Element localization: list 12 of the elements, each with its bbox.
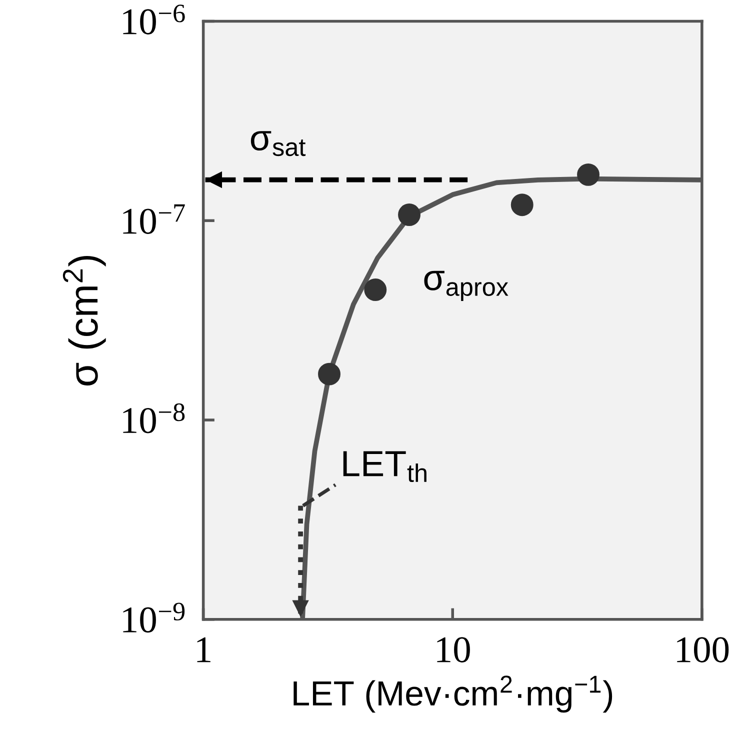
annotation: σ$_{sat}$ <box>250 131 306 156</box>
y-axis-title: σ (cm$^{2}$) <box>62 256 106 386</box>
x-tick-label: 1 <box>197 637 210 662</box>
x-axis-title: LET (Mev·cm$^{2}$·mg$^{−1}$) <box>294 676 612 713</box>
y-tick-label: 10$^{−6}$ <box>123 4 185 34</box>
annotation: LET$_{th}$ <box>343 451 426 482</box>
x-tick-label: 10 <box>437 637 470 662</box>
y-tick-label: 10$^{−9}$ <box>123 602 185 633</box>
x-tick-label: 100 <box>677 637 729 662</box>
y-tick-label: 10$^{−7}$ <box>123 204 185 234</box>
annotation: σ$_{aprox}$ <box>424 270 508 301</box>
y-tick-label: 10$^{−8}$ <box>123 403 185 434</box>
